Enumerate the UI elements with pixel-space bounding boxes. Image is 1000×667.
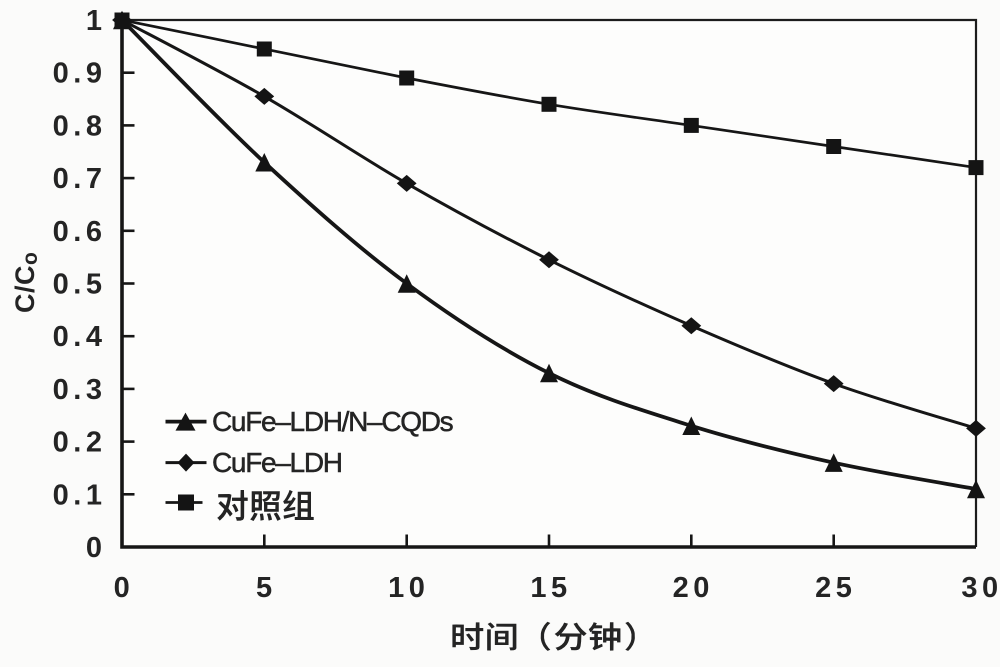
svg-text:0: 0 [86,532,107,564]
svg-text:0.7: 0.7 [53,163,107,195]
svg-text:25: 25 [815,572,856,604]
svg-text:0.1: 0.1 [53,479,107,511]
svg-text:1: 1 [86,5,107,37]
svg-text:0: 0 [114,572,135,604]
svg-text:0.3: 0.3 [53,374,107,406]
svg-text:0.5: 0.5 [53,269,107,301]
svg-text:0.9: 0.9 [53,58,107,90]
svg-text:20: 20 [673,572,714,604]
svg-text:0.6: 0.6 [53,216,107,248]
svg-text:30: 30 [961,572,1000,604]
svg-text:15: 15 [530,572,571,604]
svg-text:CuFe–LDH: CuFe–LDH [212,447,342,478]
svg-text:0.2: 0.2 [53,427,107,459]
svg-text:0.4: 0.4 [53,321,107,353]
svg-text:CuFe–LDH/N–CQDs: CuFe–LDH/N–CQDs [212,406,453,437]
svg-text:0.8: 0.8 [53,110,107,142]
svg-text:5: 5 [256,572,277,604]
svg-text:10: 10 [388,572,429,604]
